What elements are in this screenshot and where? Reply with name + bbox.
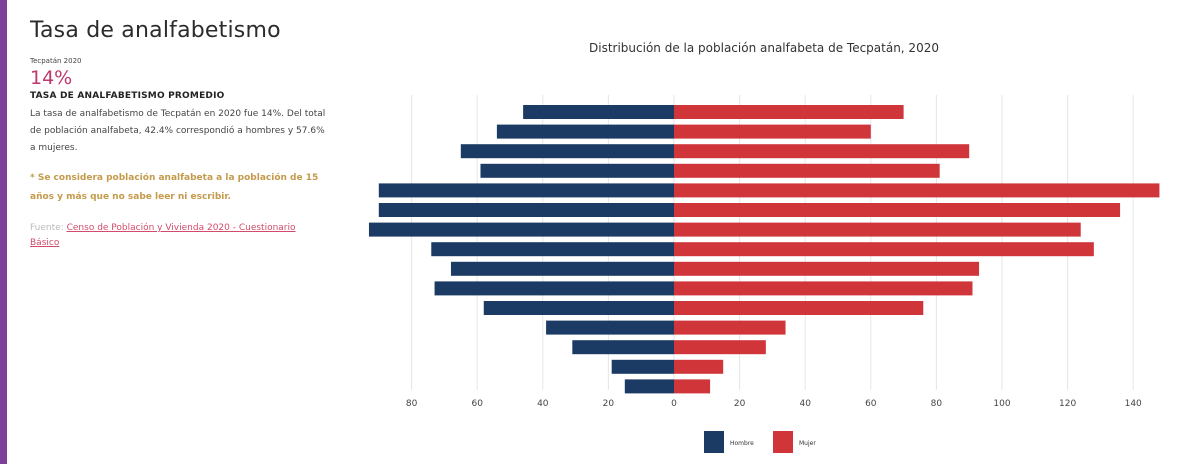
bar-mujer bbox=[674, 105, 904, 119]
source-line: Fuente: Censo de Población y Vivienda 20… bbox=[30, 221, 320, 251]
chart-title: Distribución de la población analfabeta … bbox=[589, 41, 939, 55]
bar-mujer bbox=[674, 144, 970, 159]
bar-hombre bbox=[523, 105, 674, 119]
source-prefix: Fuente: bbox=[30, 223, 64, 233]
bar-hombre bbox=[546, 320, 674, 335]
x-tick-label: 20 bbox=[734, 399, 746, 409]
legend-label-mujer: Mujer bbox=[799, 440, 816, 447]
x-tick-label: 20 bbox=[603, 399, 615, 409]
info-panel: Tasa de analfabetismo Tecpatán 2020 14% … bbox=[30, 18, 340, 251]
x-tick-label: 80 bbox=[406, 399, 418, 409]
bar-hombre bbox=[483, 301, 674, 315]
stat-value: 14% bbox=[30, 67, 73, 89]
description-text: La tasa de analfabetismo de Tecpatán en … bbox=[30, 109, 326, 153]
bar-hombre bbox=[378, 183, 674, 198]
bar-hombre bbox=[611, 359, 674, 374]
x-tick-label: 140 bbox=[1125, 399, 1142, 409]
bar-hombre bbox=[460, 144, 674, 159]
bar-hombre bbox=[572, 340, 674, 355]
accent-bar bbox=[0, 0, 7, 464]
stat-label: TASA DE ANALFABETISMO PROMEDIO bbox=[30, 91, 225, 101]
x-tick-label: 60 bbox=[865, 399, 877, 409]
bar-mujer bbox=[674, 281, 973, 296]
bar-hombre bbox=[624, 379, 674, 394]
place-label: Tecpatán 2020 bbox=[30, 57, 82, 65]
bar-mujer bbox=[674, 203, 1121, 217]
bar-mujer bbox=[674, 379, 711, 394]
x-tick-label: 120 bbox=[1059, 399, 1076, 409]
x-tick-label: 40 bbox=[537, 399, 549, 409]
x-tick-label: 40 bbox=[799, 399, 811, 409]
bar-hombre bbox=[496, 124, 674, 139]
x-tick-label: 60 bbox=[471, 399, 483, 409]
legend-swatch-mujer bbox=[773, 431, 793, 453]
bar-mujer bbox=[674, 340, 766, 355]
bar-mujer bbox=[674, 183, 1160, 198]
bar-mujer bbox=[674, 124, 871, 139]
bar-mujer bbox=[674, 301, 924, 315]
legend-label-hombre: Hombre bbox=[730, 440, 754, 447]
bar-hombre bbox=[431, 242, 674, 257]
legend-swatch-hombre bbox=[704, 431, 724, 453]
page-title: Tasa de analfabetismo bbox=[30, 18, 281, 43]
x-tick-label: 80 bbox=[931, 399, 943, 409]
bar-mujer bbox=[674, 163, 940, 178]
bar-mujer bbox=[674, 359, 724, 374]
source-link[interactable]: Censo de Población y Vivienda 2020 - Cue… bbox=[30, 223, 296, 248]
bar-hombre bbox=[434, 281, 674, 296]
bar-hombre bbox=[450, 261, 674, 276]
bar-hombre bbox=[368, 222, 674, 237]
bar-hombre bbox=[480, 163, 674, 178]
note-text: * Se considera población analfabeta a la… bbox=[30, 173, 319, 202]
bar-mujer bbox=[674, 320, 786, 335]
bar-mujer bbox=[674, 222, 1081, 237]
bar-hombre bbox=[378, 203, 674, 217]
bar-mujer bbox=[674, 242, 1094, 257]
x-tick-label: 100 bbox=[993, 399, 1010, 409]
x-tick-label: 0 bbox=[671, 399, 677, 409]
bar-mujer bbox=[674, 261, 980, 276]
